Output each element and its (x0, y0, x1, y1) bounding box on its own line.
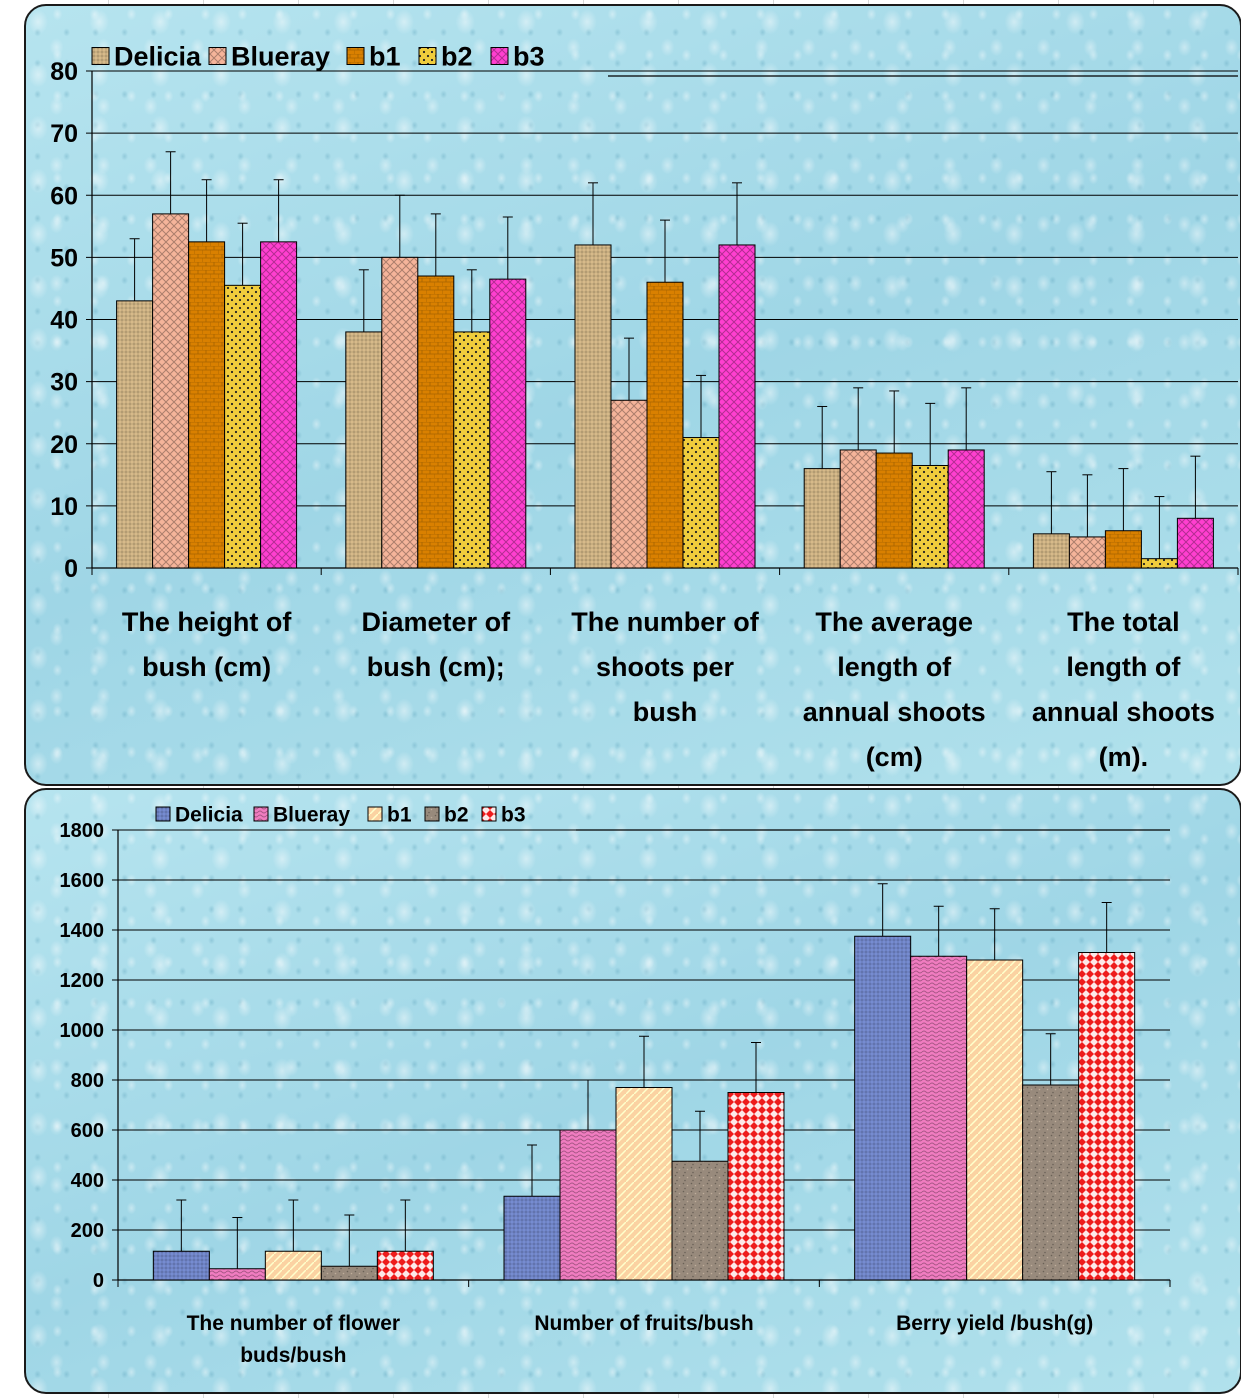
x-category-label: The total length of annual shoots (m). (1032, 607, 1215, 772)
y-tick-label: 10 (50, 493, 78, 521)
bar (260, 241, 298, 569)
bar (1032, 533, 1070, 569)
legend-swatch (424, 806, 440, 822)
legend-label: Delicia (175, 804, 243, 827)
bar (489, 278, 527, 569)
bar (910, 955, 968, 1281)
legend-swatch (253, 806, 269, 822)
y-tick-label: 1000 (60, 1020, 105, 1042)
bar (682, 437, 720, 569)
y-tick-label: 600 (71, 1120, 104, 1142)
bar (152, 1250, 210, 1281)
x-category-label: Diameter of bush (cm); (362, 607, 512, 682)
legend-swatch (208, 47, 227, 65)
legend-swatch (418, 47, 437, 65)
legend-label: b2 (444, 804, 469, 827)
bar (224, 284, 262, 569)
bar (947, 449, 985, 569)
x-category-label: The number of flower buds/bush (187, 1312, 401, 1367)
bar (116, 300, 154, 569)
bar (376, 1250, 434, 1281)
bar (1022, 1084, 1080, 1281)
legend-label: Blueray (273, 804, 350, 827)
bar (803, 468, 841, 569)
legend-swatch (155, 806, 171, 822)
bar (1176, 517, 1214, 569)
legend-label: b3 (513, 42, 545, 72)
bar (610, 399, 648, 569)
y-tick-label: 30 (50, 369, 78, 397)
y-tick-label: 0 (93, 1270, 104, 1292)
bar (1104, 530, 1142, 569)
y-tick-label: 800 (71, 1070, 104, 1092)
legend-swatch (481, 806, 497, 822)
yield-bar-chart: 0 200 400 600 800 1000 1200 1400 1600 1800 The num… (60, 804, 1171, 1367)
bar (559, 1129, 617, 1281)
bar (1078, 952, 1136, 1281)
y-tick-label: 50 (50, 244, 78, 272)
y-tick-label: 400 (71, 1170, 104, 1192)
bar (503, 1195, 561, 1281)
x-category-label: Number of fruits/bush (534, 1312, 753, 1335)
bar (646, 281, 684, 569)
bar (208, 1268, 266, 1281)
yield-chart-panel: 0 200 400 600 800 1000 1200 1400 1600 1800 The num… (24, 788, 1241, 1394)
legend-swatch (346, 47, 365, 65)
x-category-label: The height of bush (cm) (122, 607, 292, 682)
y-tick-label: 70 (50, 120, 78, 148)
y-tick-label: 0 (64, 555, 78, 583)
bar (453, 331, 491, 569)
bar (1140, 558, 1178, 569)
y-tick-label: 200 (71, 1220, 104, 1242)
legend-swatch (367, 806, 383, 822)
bar (1068, 536, 1106, 569)
legend-label: b1 (387, 804, 412, 827)
growth-chart-panel: 0 10 20 30 40 50 60 70 80 The height of bush (cm) D… (24, 4, 1241, 786)
bar (574, 244, 612, 569)
bar (875, 452, 913, 569)
growth-bar-chart: 0 10 20 30 40 50 60 70 80 The height of bush (cm) D… (50, 42, 1239, 772)
bar (911, 464, 949, 569)
y-tick-label: 1600 (60, 870, 105, 892)
bar (320, 1265, 378, 1281)
bar (671, 1160, 729, 1281)
legend-label: Blueray (231, 42, 330, 72)
y-tick-label: 60 (50, 182, 78, 210)
x-category-label: The number of shoots per bush (571, 607, 760, 727)
legend-swatch (490, 47, 509, 65)
x-category-label: Berry yield /bush(g) (896, 1312, 1093, 1335)
bar (966, 959, 1024, 1281)
y-tick-label: 1200 (60, 970, 105, 992)
x-category-label: The average length of annual shoots (cm) (803, 607, 986, 772)
legend-label: Delicia (114, 42, 202, 72)
y-tick-label: 1800 (60, 820, 105, 842)
legend-label: b3 (501, 804, 526, 827)
legend-label: b1 (369, 42, 401, 72)
bar (718, 244, 756, 569)
legend-label: b2 (441, 42, 473, 72)
bar (839, 449, 877, 569)
bar (381, 256, 419, 569)
bar (152, 213, 190, 569)
legend-swatch (91, 47, 110, 65)
y-tick-label: 80 (50, 58, 78, 86)
y-tick-label: 40 (50, 307, 78, 335)
bar (264, 1250, 322, 1281)
bar (417, 275, 455, 569)
y-tick-label: 1400 (60, 920, 105, 942)
bar (188, 241, 226, 569)
y-tick-label: 20 (50, 431, 78, 459)
bar (727, 1092, 785, 1281)
bar (854, 935, 912, 1281)
bar (615, 1087, 673, 1281)
bar (345, 331, 383, 569)
